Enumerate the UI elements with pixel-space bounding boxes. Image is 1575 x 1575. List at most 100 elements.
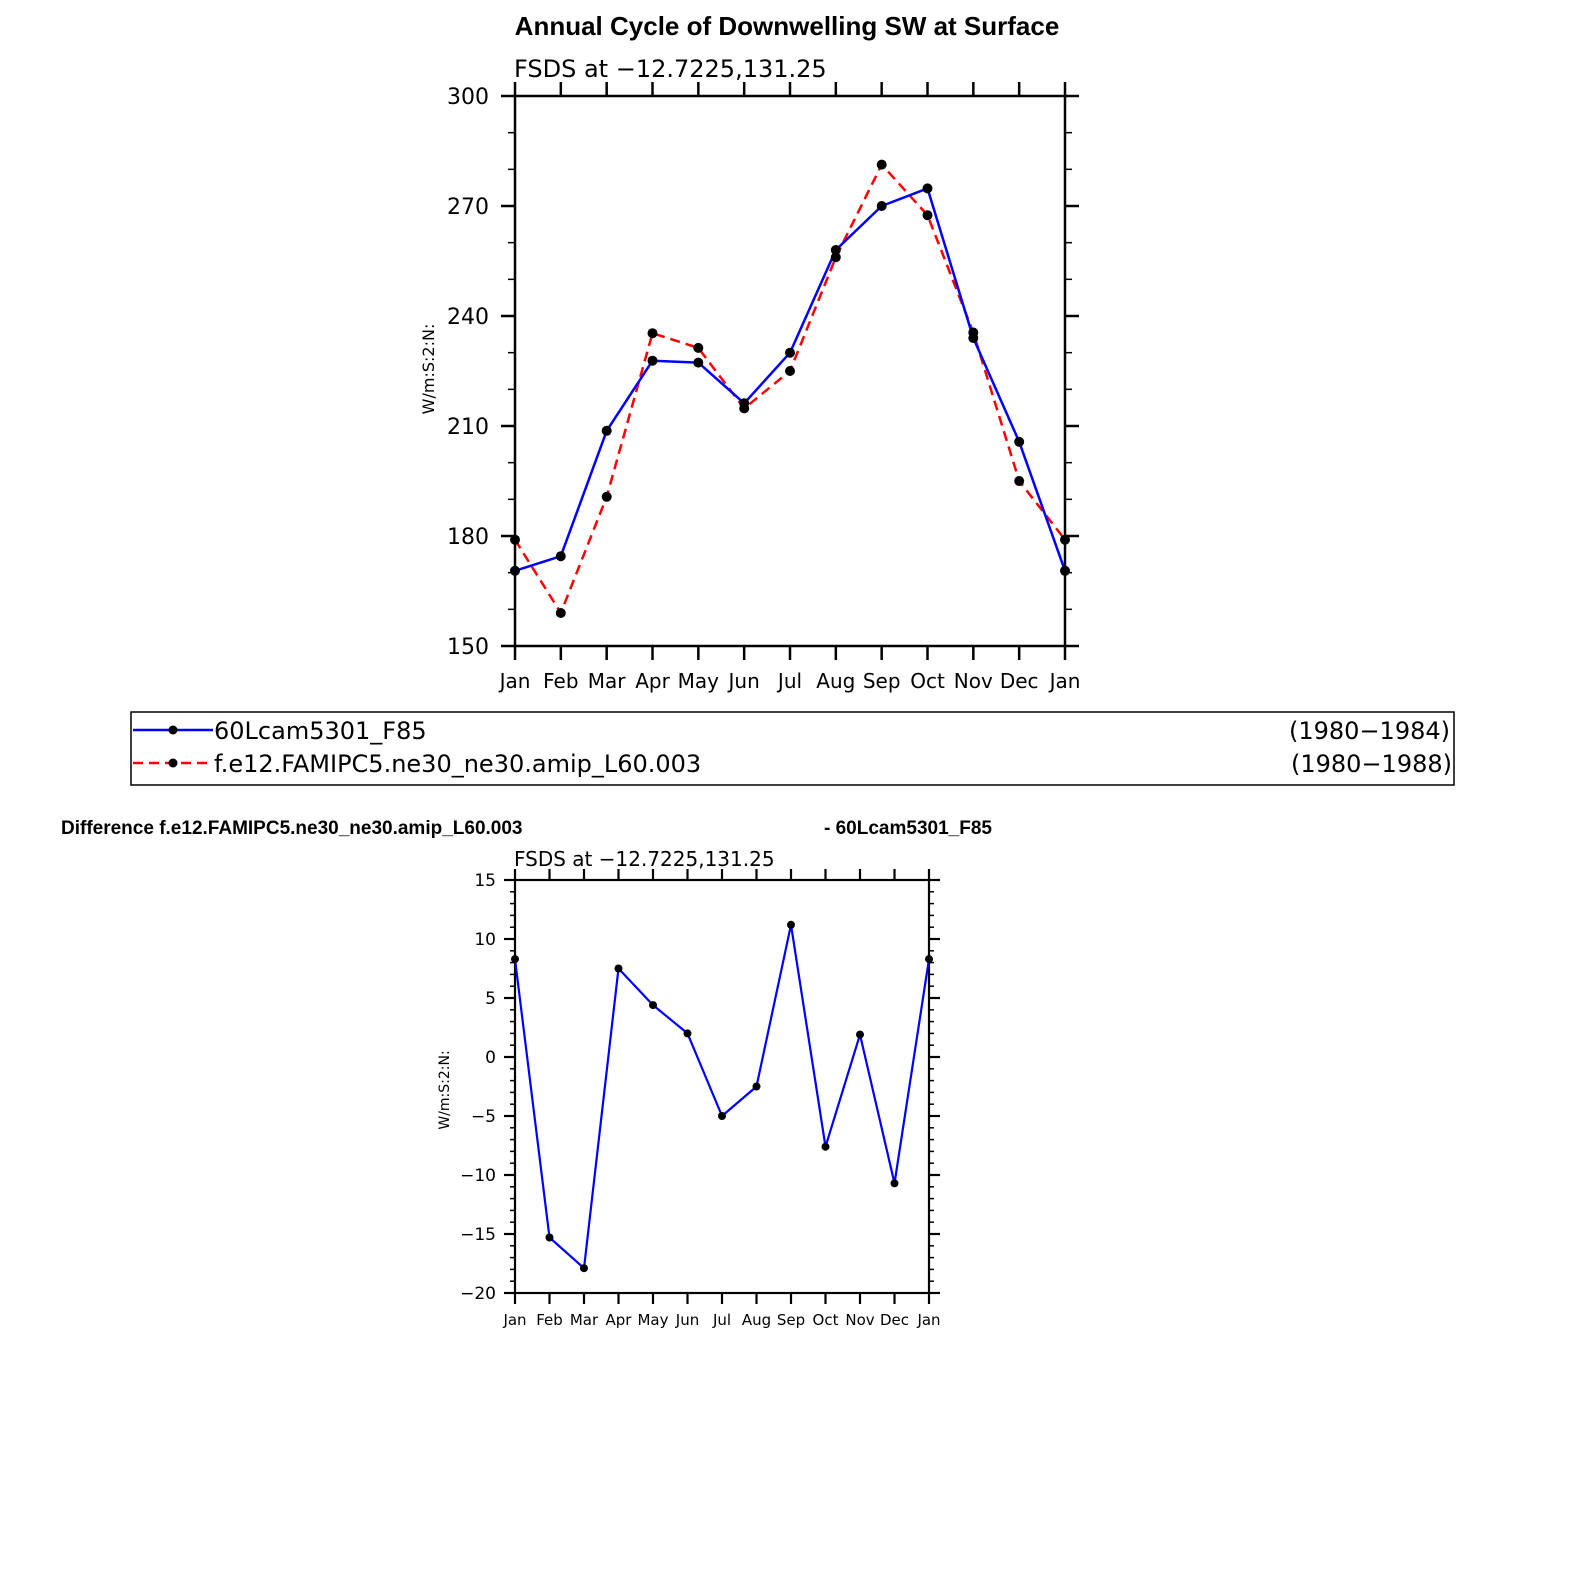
data-point-marker <box>739 403 750 414</box>
x-tick-label: Jan <box>916 1311 940 1329</box>
data-point-marker <box>601 491 612 502</box>
x-tick-label: Nov <box>954 669 993 693</box>
y-tick-label: 150 <box>447 635 489 660</box>
x-tick-label: Jul <box>712 1311 731 1329</box>
x-tick-label: Nov <box>845 1311 874 1329</box>
data-point-marker <box>545 1233 554 1242</box>
data-point-marker <box>510 565 520 576</box>
data-point-marker <box>647 328 658 339</box>
data-point-marker <box>890 1179 899 1188</box>
data-point-marker <box>876 159 887 170</box>
data-point-marker <box>693 342 704 353</box>
data-point-marker <box>555 551 566 562</box>
data-point-marker <box>511 955 519 964</box>
x-tick-label: Mar <box>588 669 627 693</box>
data-point-marker <box>555 608 566 618</box>
x-tick-label: Dec <box>880 1311 909 1329</box>
data-point-marker <box>856 1030 864 1039</box>
x-tick-label: May <box>678 669 720 693</box>
y-tick-label: 210 <box>447 415 489 440</box>
x-tick-label: Dec <box>1000 669 1039 693</box>
data-point-marker <box>614 964 623 973</box>
x-tick-label: Oct <box>813 1311 839 1329</box>
y-tick-label: −15 <box>460 1225 496 1245</box>
data-point-marker <box>752 1082 761 1091</box>
data-point-marker <box>1060 565 1070 576</box>
x-tick-label: Mar <box>570 1311 599 1329</box>
data-point-marker <box>1060 534 1070 545</box>
legend-years-series-a: (1980−1984) <box>1289 717 1450 745</box>
data-point-marker <box>876 201 887 211</box>
bottom-chart-series <box>511 920 933 1273</box>
y-tick-label: 270 <box>447 195 489 220</box>
y-tick-label: −5 <box>471 1107 496 1127</box>
data-point-marker <box>683 1029 692 1038</box>
data-point-marker <box>785 347 795 358</box>
data-point-marker <box>968 327 979 338</box>
difference-title-right: - 60Lcam5301_F85 <box>824 818 992 839</box>
x-tick-label: May <box>637 1311 668 1329</box>
series-line-60lcam5301-f85 <box>514 187 1067 572</box>
top-chart-series <box>510 159 1070 618</box>
top-chart-ylabel: W/m:S:2:N: <box>419 324 438 415</box>
x-tick-label: Apr <box>635 669 670 693</box>
x-tick-label: Sep <box>863 669 901 693</box>
data-point-marker <box>580 1264 588 1273</box>
data-point-marker <box>1014 476 1025 486</box>
legend-label-series-b: f.e12.FAMIPC5.ne30_ne30.amip_L60.003 <box>214 750 701 778</box>
x-tick-label: Aug <box>816 669 855 693</box>
main-title: Annual Cycle of Downwelling SW at Surfac… <box>515 11 1060 41</box>
legend-label-series-a: 60Lcam5301_F85 <box>214 717 427 745</box>
legend-box <box>130 711 1455 786</box>
annual-cycle-chart: FSDS at −12.7225,131.25 W/m:S:2:N: 150 18… <box>419 55 1080 693</box>
difference-chart: FSDS at −12.7225,131.25 W/m:S:2:N: −20 −1… <box>437 847 941 1329</box>
x-tick-label: Sep <box>777 1311 805 1329</box>
bottom-chart-y-axis: −20 −15 −10 −5 0 5 10 15 <box>460 871 940 1304</box>
y-tick-label: 0 <box>485 1048 496 1068</box>
top-chart-subtitle: FSDS at −12.7225,131.25 <box>514 55 827 83</box>
top-chart-y-axis: 150 180 210 240 270 300 <box>447 85 1079 660</box>
legend-marker-series-b <box>168 758 178 768</box>
y-tick-label: 180 <box>447 525 489 550</box>
series-line-f-e12-famipc5-ne30-ne30-amip-l60-003 <box>513 163 1066 615</box>
data-point-marker <box>787 920 795 929</box>
x-tick-label: Jun <box>727 669 760 693</box>
data-point-marker <box>1014 436 1025 447</box>
legend-years-series-b: (1980−1988) <box>1291 750 1452 778</box>
data-point-marker <box>718 1112 726 1120</box>
data-point-marker <box>693 357 704 368</box>
data-point-marker <box>830 245 841 255</box>
y-tick-label: −20 <box>460 1284 496 1304</box>
data-point-marker <box>785 366 795 376</box>
legend: 60Lcam5301_F85 (1980−1984) f.e12.FAMIPC5… <box>130 711 1455 786</box>
bottom-chart-x-axis: Jan Feb Mar Apr May Jun Jul Aug Sep Oct Nov Dec Jan <box>502 869 941 1329</box>
series-line-difference <box>513 923 931 1270</box>
data-point-marker <box>830 252 841 263</box>
y-tick-label: −10 <box>460 1166 496 1186</box>
y-tick-label: 300 <box>447 85 489 110</box>
x-tick-label: Apr <box>606 1311 633 1329</box>
x-tick-label: Jan <box>498 669 531 693</box>
x-tick-label: Jul <box>776 669 802 693</box>
difference-title-left: Difference f.e12.FAMIPC5.ne30_ne30.amip_… <box>61 818 523 839</box>
y-tick-label: 15 <box>474 871 496 891</box>
data-point-marker <box>647 355 658 366</box>
data-point-marker <box>922 210 933 221</box>
x-tick-label: Jun <box>675 1311 699 1329</box>
bottom-chart-subtitle: FSDS at −12.7225,131.25 <box>514 847 775 871</box>
bottom-plot-border <box>513 878 931 1295</box>
top-chart-x-axis: Jan Feb Mar Apr May Jun Jul Aug Sep Oct Nov Dec Jan <box>498 82 1081 693</box>
data-point-marker <box>925 955 933 964</box>
legend-marker-series-a <box>168 725 178 735</box>
data-point-marker <box>649 1001 657 1010</box>
data-point-marker <box>601 425 612 436</box>
y-tick-label: 5 <box>485 989 496 1009</box>
data-point-marker <box>510 534 520 545</box>
x-tick-label: Jan <box>502 1311 526 1329</box>
x-tick-label: Feb <box>536 1311 563 1329</box>
bottom-chart-frame <box>513 878 931 1295</box>
x-tick-label: Jan <box>1048 669 1081 693</box>
data-point-marker <box>821 1142 830 1151</box>
x-tick-label: Aug <box>742 1311 771 1329</box>
